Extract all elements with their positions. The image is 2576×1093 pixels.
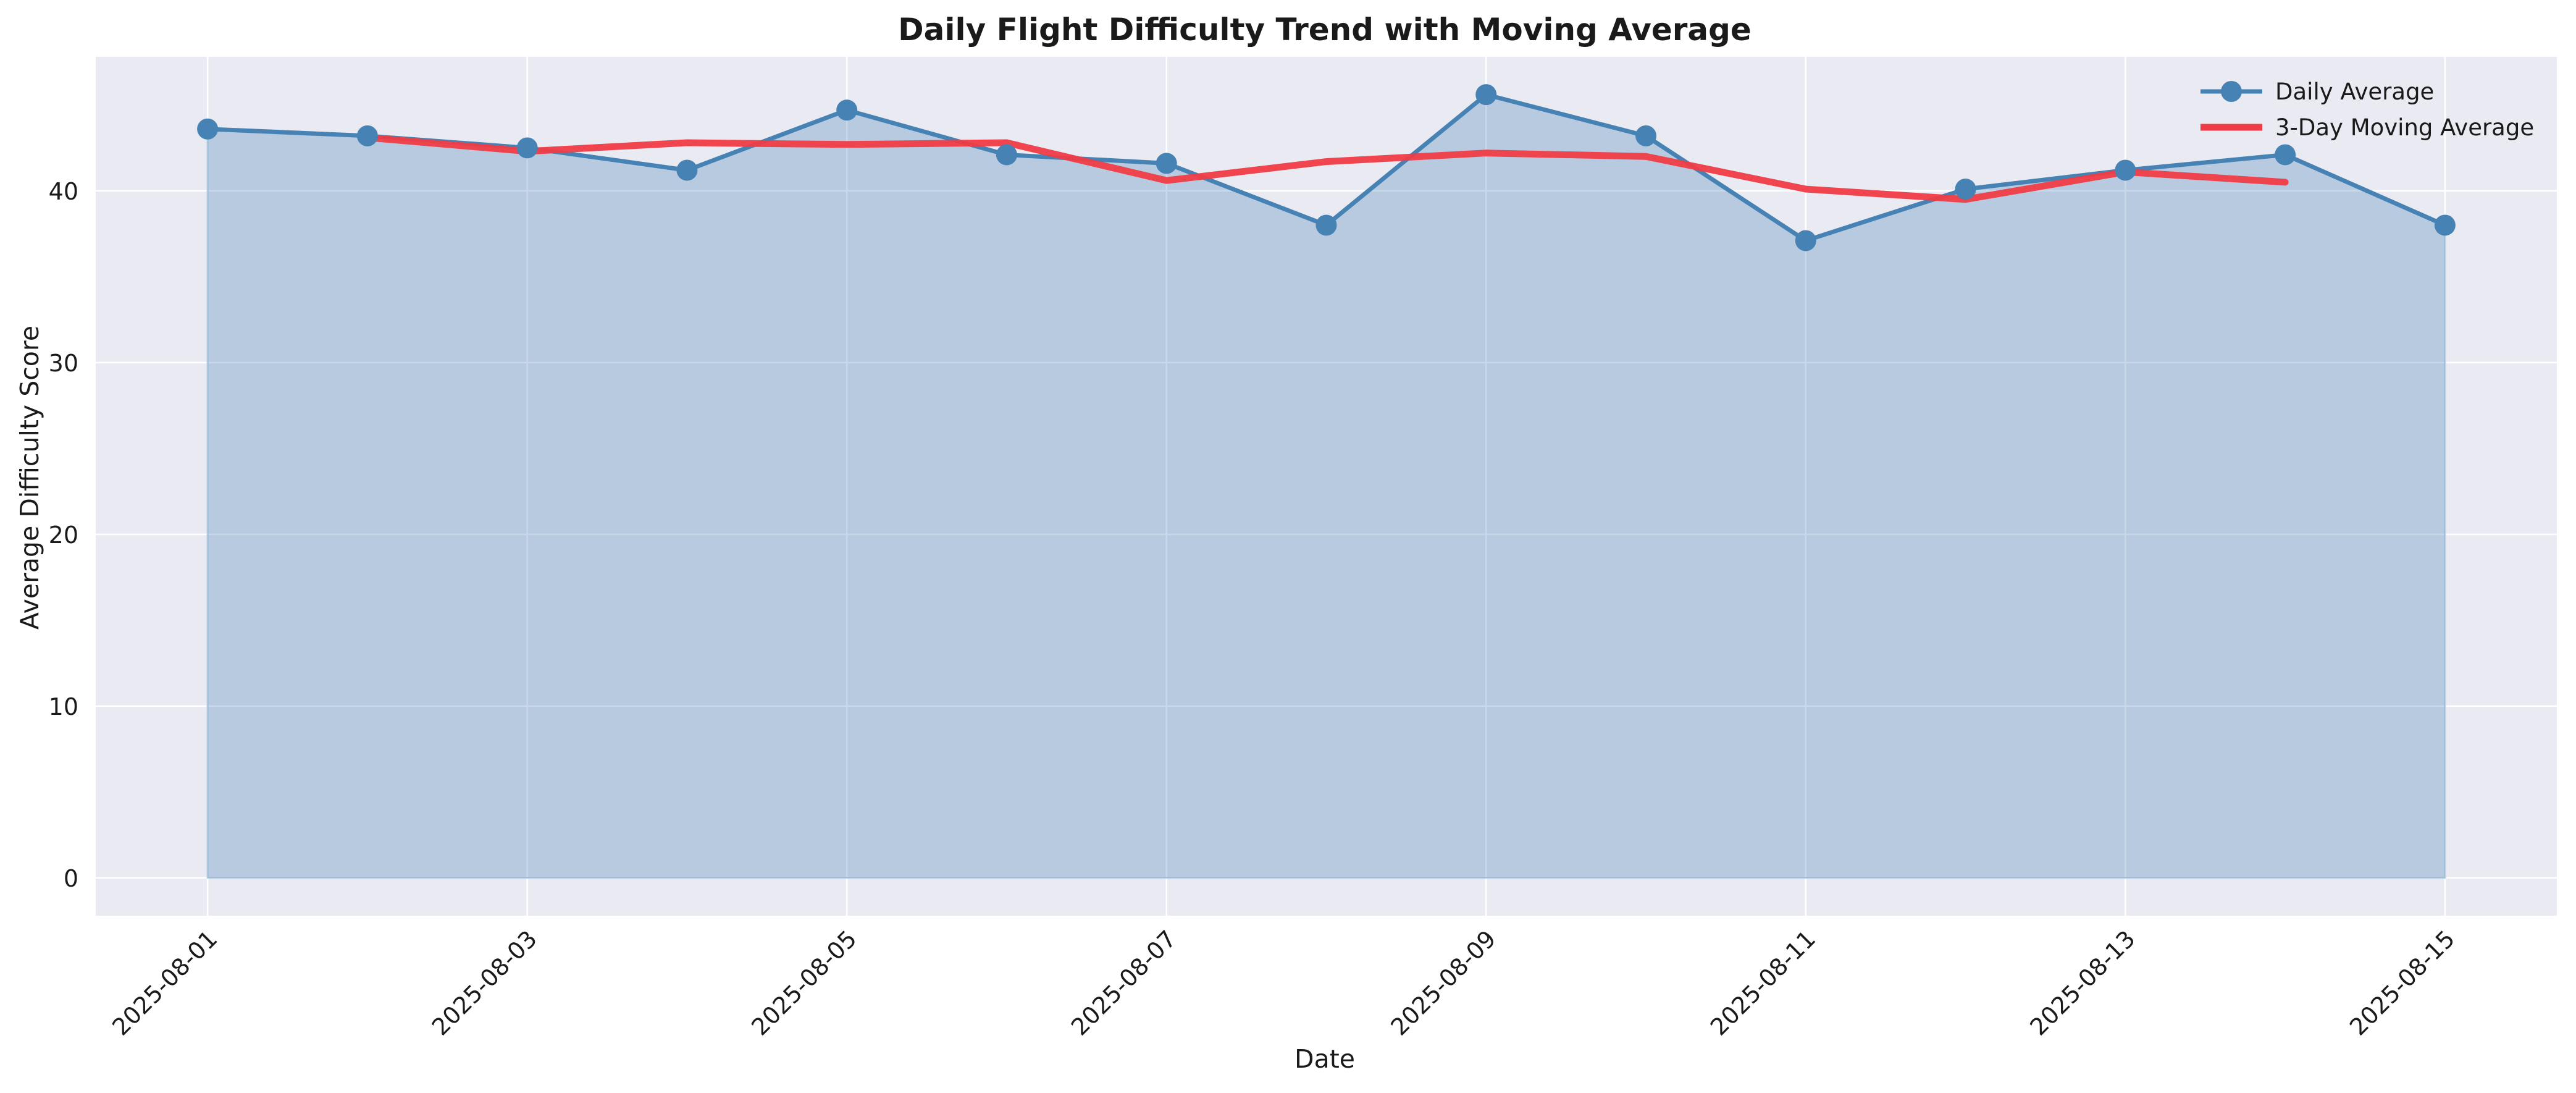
grid-lines [96,57,2557,916]
legend-daily-marker [2221,81,2242,102]
legend-daily-label: Daily Average [2275,78,2434,105]
markers-layer [197,84,2456,251]
y-axis-label: Average Difficulty Score [15,326,44,630]
daily-average-point [356,125,378,146]
y-tick-label: 20 [49,521,78,549]
daily-average-point [1475,84,1497,106]
daily-average-point [1955,179,1976,200]
chart-title: Daily Flight Difficulty Trend with Movin… [898,12,1752,48]
daily-average-point [836,99,858,121]
plot-background [96,57,2557,916]
daily-average-point [1315,214,1337,236]
daily-average-point [996,144,1017,166]
y-tick-label: 10 [49,693,78,720]
y-tick-label: 0 [64,865,78,892]
daily-average-point [197,118,219,140]
y-tick-label: 40 [49,178,78,205]
daily-average-point [676,159,698,181]
x-axis-label: Date [1294,1044,1355,1074]
y-tick-label: 30 [49,350,78,377]
daily-average-point [2115,159,2136,181]
daily-average-point [516,137,538,159]
daily-average-point [1156,153,1177,174]
daily-average-point [1635,125,1657,146]
daily-average-point [1795,230,1816,251]
legend-moving-average-label: 3-Day Moving Average [2275,114,2534,141]
legend: Daily Average 3-Day Moving Average [2201,78,2534,141]
daily-average-point [2434,214,2456,236]
daily-average-point [2275,144,2296,166]
